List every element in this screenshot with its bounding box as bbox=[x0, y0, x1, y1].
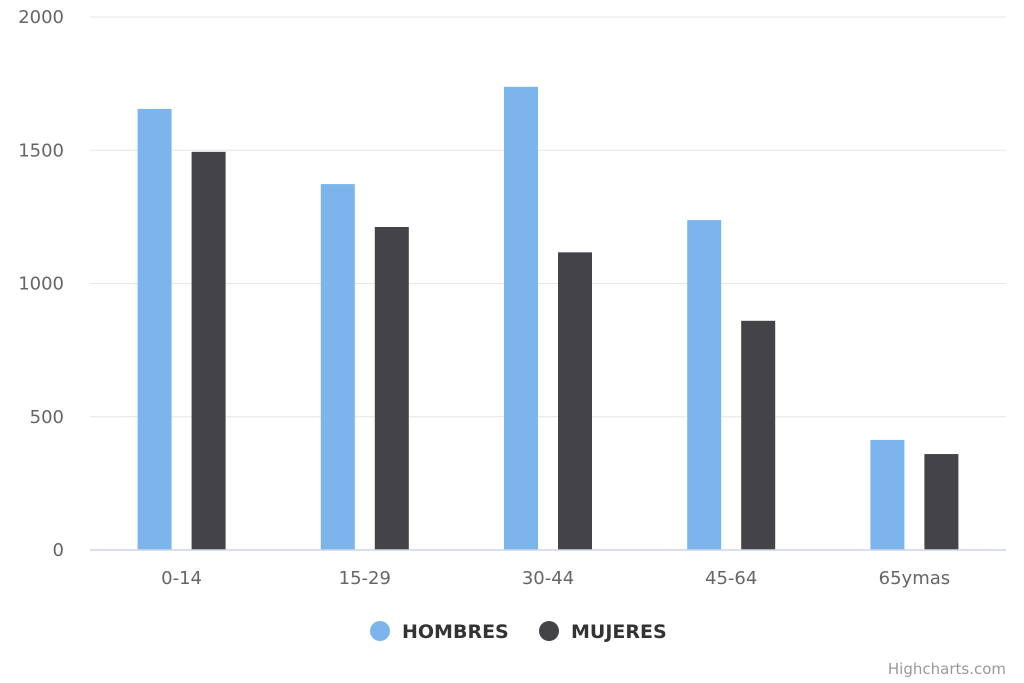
bar-mujeres-45-64[interactable] bbox=[741, 320, 776, 550]
bar-mujeres-30-44[interactable] bbox=[558, 252, 592, 550]
bar-hombres-0-14[interactable] bbox=[137, 108, 172, 550]
x-tick-label: 0-14 bbox=[161, 568, 202, 589]
y-axis-tick-labels: 0 500 1000 1500 2000 bbox=[18, 7, 64, 561]
bar-mujeres-15-29[interactable] bbox=[374, 227, 409, 550]
x-tick-label: 15-29 bbox=[339, 568, 391, 589]
legend-item-hombres[interactable]: HOMBRES bbox=[370, 621, 509, 643]
x-tick-label: 45-64 bbox=[705, 568, 757, 589]
legend-marker-mujeres bbox=[539, 621, 559, 641]
x-axis-tick-labels: 0-14 15-29 30-44 45-64 65ymas bbox=[161, 568, 950, 589]
legend-item-mujeres[interactable]: MUJERES bbox=[539, 621, 667, 643]
bar-hombres-30-44[interactable] bbox=[504, 86, 538, 550]
grid-lines bbox=[90, 16, 1006, 418]
y-tick-label: 0 bbox=[53, 540, 64, 561]
legend-marker-hombres bbox=[370, 621, 390, 641]
bar-mujeres-65ymas[interactable] bbox=[924, 454, 959, 550]
y-tick-label: 1000 bbox=[18, 274, 64, 295]
legend-label-mujeres: MUJERES bbox=[571, 621, 667, 643]
legend: HOMBRES MUJERES bbox=[370, 621, 667, 643]
bars bbox=[137, 86, 959, 550]
x-tick-label: 65ymas bbox=[879, 568, 951, 589]
bar-mujeres-0-14[interactable] bbox=[191, 151, 226, 550]
legend-label-hombres: HOMBRES bbox=[402, 621, 509, 643]
x-tick-label: 30-44 bbox=[522, 568, 574, 589]
bar-hombres-15-29[interactable] bbox=[320, 184, 355, 550]
y-tick-label: 1500 bbox=[18, 140, 64, 161]
bar-hombres-45-64[interactable] bbox=[687, 220, 722, 550]
bar-hombres-65ymas[interactable] bbox=[870, 439, 905, 550]
credits-link[interactable]: Highcharts.com bbox=[888, 660, 1006, 678]
y-tick-label: 2000 bbox=[18, 7, 64, 28]
y-tick-label: 500 bbox=[30, 407, 64, 428]
